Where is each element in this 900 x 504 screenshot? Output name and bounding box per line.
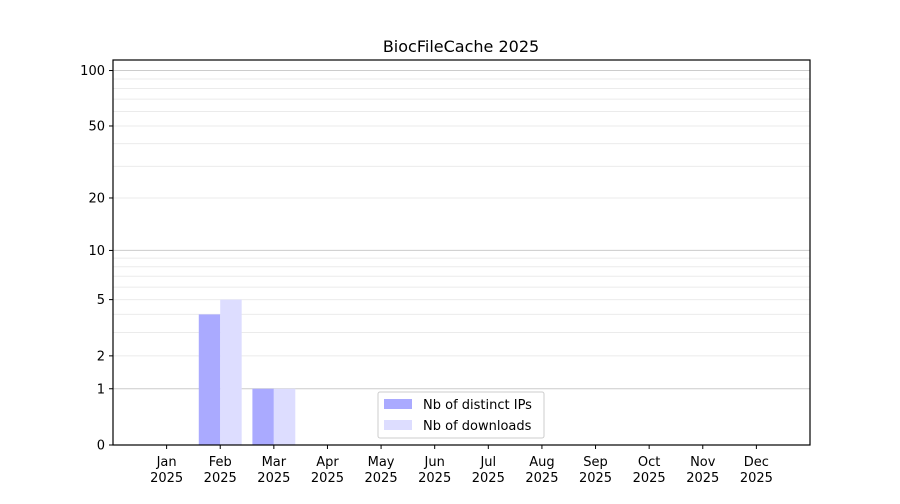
x-axis: Jan2025Feb2025Mar2025Apr2025May2025Jun20… bbox=[150, 445, 773, 486]
x-tick-label-year: 2025 bbox=[472, 471, 505, 486]
x-tick-label-year: 2025 bbox=[579, 471, 612, 486]
y-tick-label: 100 bbox=[80, 64, 105, 79]
legend-swatch-downloads bbox=[384, 420, 412, 430]
x-tick-label-year: 2025 bbox=[525, 471, 558, 486]
x-tick-label-year: 2025 bbox=[204, 471, 237, 486]
x-tick-label: Dec bbox=[744, 455, 769, 470]
legend-box bbox=[377, 391, 545, 439]
y-axis: 0 1 2 5 10 20 50 100 bbox=[80, 64, 113, 454]
plot-frame bbox=[112, 59, 811, 446]
x-tick-label: Sep bbox=[583, 455, 608, 470]
y-tick-label: 20 bbox=[88, 191, 105, 206]
x-tick-label: Feb bbox=[209, 455, 232, 470]
bar-downloads bbox=[220, 299, 242, 445]
bars bbox=[198, 299, 296, 445]
x-tick-label-year: 2025 bbox=[686, 471, 719, 486]
x-tick-label-year: 2025 bbox=[150, 471, 183, 486]
y-tick-label: 2 bbox=[97, 349, 105, 364]
x-tick-label-year: 2025 bbox=[365, 471, 398, 486]
bar-downloads bbox=[273, 388, 296, 445]
x-tick-label: Nov bbox=[690, 455, 716, 470]
chart-title: BiocFileCache 2025 bbox=[383, 37, 539, 56]
x-tick-label-year: 2025 bbox=[418, 471, 451, 486]
y-tick-label: 10 bbox=[88, 244, 105, 259]
gridlines bbox=[113, 70, 810, 390]
x-tick-label: Apr bbox=[316, 455, 339, 470]
x-tick-label: Jun bbox=[424, 455, 445, 470]
x-tick-label: Aug bbox=[529, 455, 554, 470]
x-tick-label-year: 2025 bbox=[311, 471, 344, 486]
bar-distinct-ips bbox=[198, 314, 221, 445]
x-tick-label-year: 2025 bbox=[257, 471, 290, 486]
x-tick-label: Mar bbox=[262, 455, 287, 470]
x-tick-label: Jan bbox=[156, 455, 177, 470]
x-tick-label: May bbox=[368, 455, 395, 470]
legend: Nb of distinct IPs Nb of downloads bbox=[377, 391, 545, 439]
bar-distinct-ips bbox=[252, 388, 274, 445]
x-tick-label-year: 2025 bbox=[740, 471, 773, 486]
x-tick-label: Jul bbox=[479, 455, 496, 470]
y-tick-label: 0 bbox=[97, 439, 105, 454]
x-tick-label: Oct bbox=[638, 455, 660, 470]
y-tick-label: 5 bbox=[97, 293, 105, 308]
x-tick-label-year: 2025 bbox=[633, 471, 666, 486]
y-tick-label: 50 bbox=[88, 119, 105, 134]
legend-swatch-ips bbox=[384, 399, 412, 409]
y-tick-label: 1 bbox=[97, 382, 105, 397]
legend-label-ips: Nb of distinct IPs bbox=[423, 398, 532, 413]
legend-label-downloads: Nb of downloads bbox=[423, 419, 532, 434]
